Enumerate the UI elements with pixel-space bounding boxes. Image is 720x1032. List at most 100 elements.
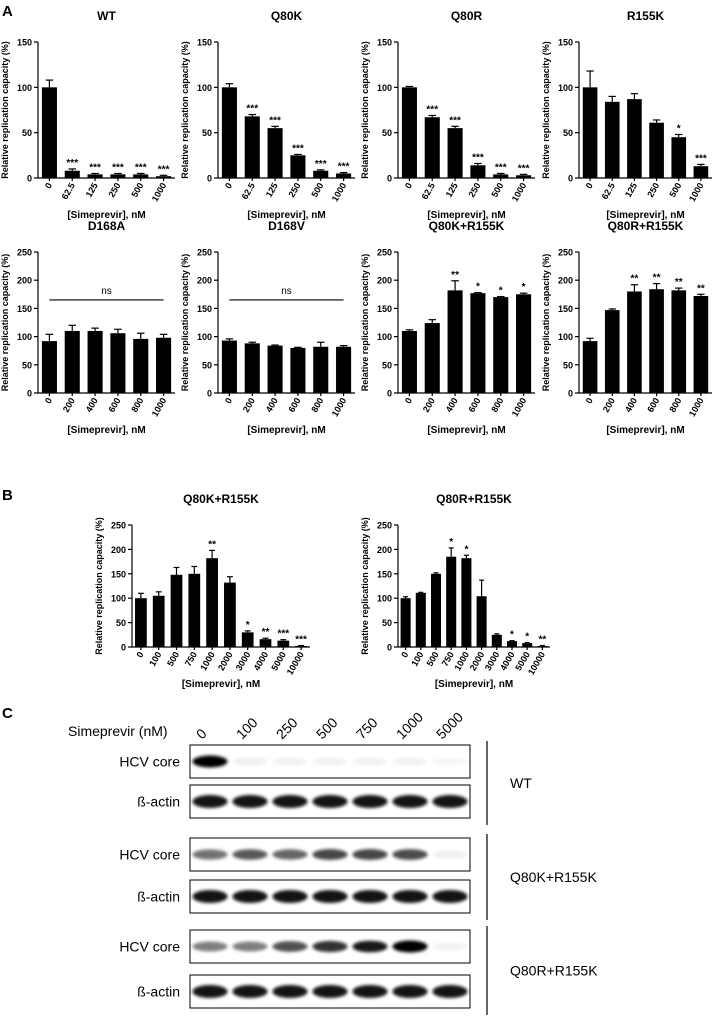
bar <box>416 593 426 647</box>
y-tick-label: 50 <box>22 360 32 370</box>
band <box>192 942 227 952</box>
bar <box>133 339 148 393</box>
band <box>392 985 427 998</box>
x-tick-label: 100 <box>409 650 425 668</box>
y-tick-label: 250 <box>377 521 392 531</box>
x-axis-label: [Simeprevir], nM <box>606 425 684 436</box>
bar <box>425 117 440 178</box>
row-label: ß-actin <box>137 794 180 810</box>
significance-label: *** <box>66 158 78 169</box>
significance-label: *** <box>158 164 170 175</box>
x-tick-label: 200 <box>241 396 257 414</box>
significance-label: * <box>525 632 529 643</box>
error-bar <box>406 330 414 331</box>
significance-label: *** <box>269 115 281 126</box>
band <box>312 795 347 808</box>
error-bar <box>248 115 256 117</box>
bar <box>133 174 148 178</box>
significance-label: ** <box>631 274 639 285</box>
error-bar <box>631 285 638 292</box>
x-tick-label: 4000 <box>252 650 271 672</box>
significance-label: *** <box>135 162 147 173</box>
x-tick-label: 200 <box>61 396 77 414</box>
chart-title: R155K <box>627 9 665 23</box>
x-tick-label: 62.5 <box>420 181 437 201</box>
x-tick-label: 200 <box>421 396 437 414</box>
annotation: ns <box>101 286 112 297</box>
x-tick-label: 0 <box>584 396 595 405</box>
x-axis-label: [Simeprevir], nM <box>67 425 145 436</box>
band <box>352 985 387 998</box>
x-axis-label: [Simeprevir], nM <box>247 425 325 436</box>
significance-label: *** <box>246 104 258 115</box>
band <box>272 757 307 765</box>
error-bar <box>697 164 704 166</box>
significance-label: * <box>476 282 480 293</box>
error-bar <box>46 334 54 341</box>
bar <box>583 87 598 178</box>
bar <box>42 341 57 393</box>
band <box>192 795 227 808</box>
y-tick-label: 50 <box>382 618 392 628</box>
y-tick-label: 200 <box>377 545 392 555</box>
group-label: Q80R+R155K <box>510 963 598 979</box>
error-bar <box>245 631 251 632</box>
error-bar <box>609 309 616 310</box>
y-tick-label: 200 <box>17 276 32 286</box>
band <box>312 985 347 998</box>
band <box>272 795 307 808</box>
y-tick-label: 100 <box>377 83 392 93</box>
bar <box>245 116 260 178</box>
error-bar <box>209 550 215 558</box>
significance-label: *** <box>292 143 304 154</box>
band <box>232 849 267 860</box>
x-tick-label: 800 <box>667 396 683 414</box>
bar <box>516 294 531 393</box>
y-tick-label: 0 <box>27 389 32 399</box>
error-bar <box>428 320 436 323</box>
y-tick-label: 100 <box>377 594 392 604</box>
bar <box>268 128 283 178</box>
bar <box>583 341 598 393</box>
band <box>272 941 307 952</box>
bar <box>88 174 103 178</box>
x-tick-label: 500 <box>667 181 683 199</box>
band <box>272 985 307 998</box>
bar <box>493 297 508 393</box>
y-tick-label: 50 <box>116 618 126 628</box>
significance-label: * <box>246 620 250 631</box>
band <box>392 795 427 808</box>
bar <box>336 173 351 178</box>
band <box>312 849 347 860</box>
bar <box>110 174 125 178</box>
error-bar <box>91 328 99 331</box>
error-bar <box>160 334 168 337</box>
error-bar <box>449 548 454 557</box>
band <box>272 890 307 903</box>
x-tick-label: 10000 <box>285 650 306 677</box>
y-tick-label: 50 <box>563 128 573 138</box>
y-tick-label: 150 <box>111 569 126 579</box>
chart-title: Q80R <box>451 9 483 23</box>
x-tick-label: 100 <box>147 650 163 668</box>
band <box>432 942 467 950</box>
bar <box>245 343 260 393</box>
error-bar <box>46 80 54 87</box>
error-bar <box>248 342 256 343</box>
band <box>192 849 227 859</box>
bar <box>242 632 254 647</box>
row-label: HCV core <box>119 847 180 863</box>
y-axis-label: Relative replication capacity (%) <box>180 254 190 392</box>
error-bar <box>114 173 122 174</box>
x-tick-label: 1000 <box>150 181 169 203</box>
x-tick-label: 125 <box>264 181 280 199</box>
y-tick-label: 250 <box>111 521 126 531</box>
bar <box>477 596 487 647</box>
error-bar <box>520 174 528 175</box>
band <box>192 985 227 998</box>
y-tick-label: 100 <box>558 332 573 342</box>
y-axis-label: Relative replication capacity (%) <box>541 41 551 179</box>
y-tick-label: 250 <box>17 248 32 258</box>
bar <box>605 102 620 178</box>
significance-label: * <box>677 123 681 134</box>
